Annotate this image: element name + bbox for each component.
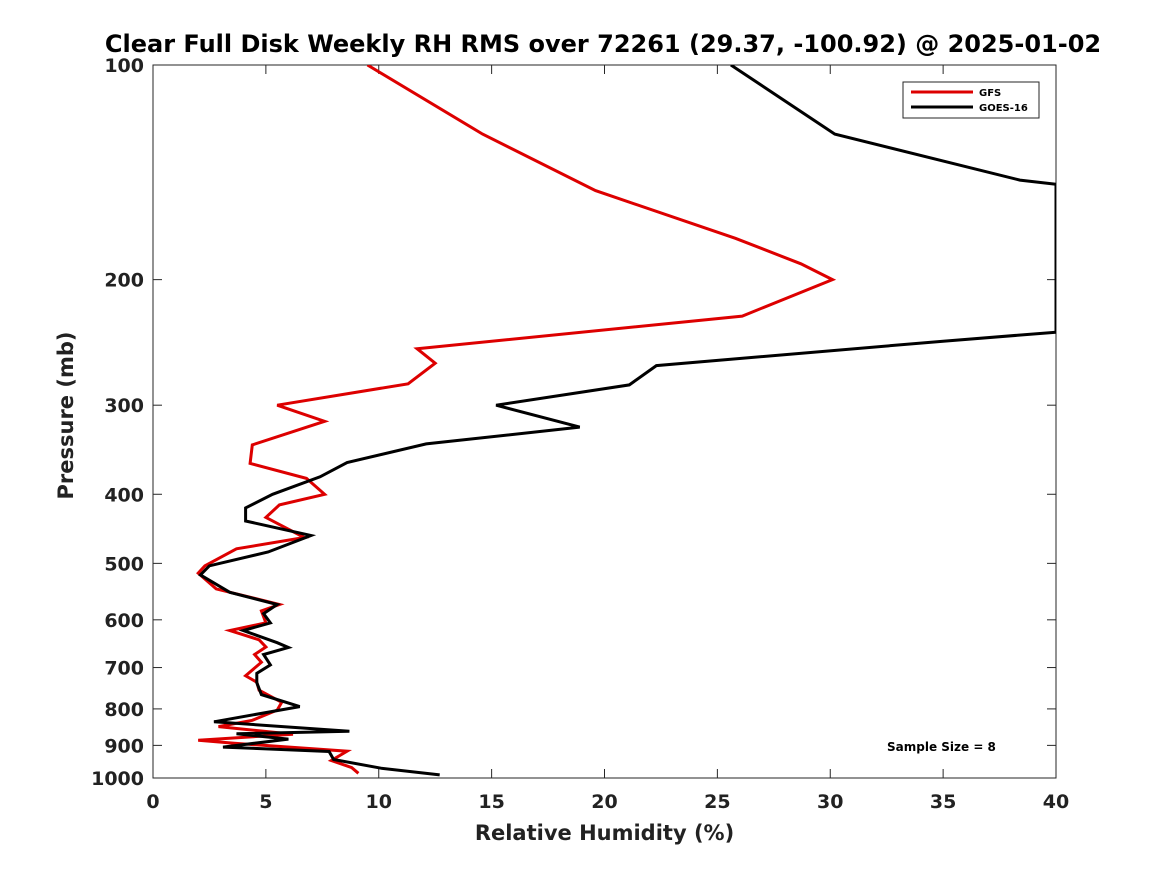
y-tick-label: 400: [104, 484, 144, 506]
legend-box: [902, 81, 1040, 119]
x-tick-label: 30: [817, 791, 843, 813]
x-tick-label: 25: [704, 791, 730, 813]
legend-label: GFS: [979, 88, 1001, 99]
x-tick-label: 5: [259, 791, 272, 813]
y-tick-label: 200: [104, 270, 144, 292]
y-axis-label: Pressure (mb): [54, 332, 78, 500]
y-tick-label: 1000: [91, 768, 144, 790]
x-tick-label: 15: [478, 791, 504, 813]
legend-label: GOES-16: [979, 103, 1028, 114]
series-layer: [196, 65, 1056, 777]
x-axis: 0 5 10 15 20 25 30 35 40: [146, 65, 1069, 813]
y-tick-label: 300: [104, 395, 144, 417]
y-axis: 100 200 300 400 500 600 700 800 900 1000: [91, 55, 1056, 790]
y-tick-label: 600: [104, 610, 144, 632]
x-tick-label: 0: [146, 791, 159, 813]
x-tick-label: 35: [930, 791, 956, 813]
y-tick-label: 800: [104, 699, 144, 721]
x-axis-label: Relative Humidity (%): [475, 821, 734, 845]
plot-area: [152, 64, 1057, 779]
series-line-gfs: [196, 65, 837, 775]
x-tick-label: 20: [591, 791, 617, 813]
chart-title: Clear Full Disk Weekly RH RMS over 72261…: [105, 30, 1101, 58]
y-tick-label: 100: [104, 55, 144, 77]
y-tick-label: 500: [104, 553, 144, 575]
sample-size-annotation: Sample Size = 8: [887, 740, 996, 754]
x-tick-label: 10: [366, 791, 392, 813]
x-tick-label: 40: [1043, 791, 1069, 813]
y-tick-label: 700: [104, 658, 144, 680]
legend: GFS GOES-16: [902, 81, 1040, 119]
series-line-goes-16: [197, 65, 1056, 777]
y-tick-label: 900: [104, 735, 144, 757]
